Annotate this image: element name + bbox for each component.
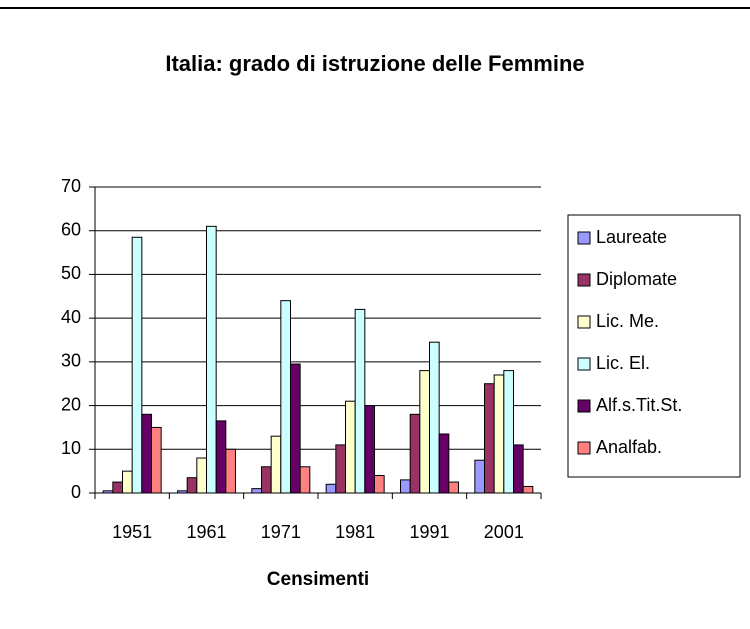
y-tick-label: 0 [71,482,81,502]
bar [448,481,459,494]
bar [225,448,236,494]
bar [251,488,263,494]
bar [141,413,152,494]
bar [177,490,188,494]
bar [429,341,440,494]
bar [503,370,514,494]
legend-label: Laureate [596,227,667,247]
bar [409,413,421,494]
bar [215,420,227,494]
bar [419,370,431,494]
bar [354,308,366,494]
bar [280,300,291,494]
bar [438,433,450,494]
bar [150,426,162,494]
bar [493,374,505,494]
bar [345,400,356,494]
legend-swatch [577,399,591,413]
y-tick-label: 70 [61,176,81,196]
bar [261,466,272,494]
chart-title: Italia: grado di istruzione delle Femmin… [165,51,585,76]
bar [522,485,534,494]
bar [299,466,311,494]
y-tick-label: 10 [61,438,81,458]
bar [400,479,411,494]
bar [474,459,486,494]
bar [196,457,208,494]
bar [206,225,217,494]
x-tick-label: 1971 [261,522,301,542]
legend-label: Diplomate [596,269,677,289]
bar [131,236,143,494]
bar [335,444,347,494]
bar [122,470,133,494]
x-axis-label: Censimenti [267,569,369,590]
y-tick-label: 30 [61,351,81,371]
y-tick-label: 60 [61,219,81,239]
legend-label: Analfab. [596,437,662,457]
legend-swatch [577,315,591,329]
bar [289,363,301,494]
bar [270,435,282,494]
legend-label: Lic. El. [596,353,650,373]
bar [373,475,385,494]
x-tick-label: 1991 [409,522,449,542]
legend-box [567,214,741,478]
legend-swatch [577,357,591,371]
legend-swatch [577,273,591,287]
bar [325,483,337,494]
legend-label: Lic. Me. [596,311,659,331]
legend-swatch [577,231,591,245]
y-tick-label: 20 [61,394,81,414]
y-tick-label: 40 [61,307,81,327]
bar [102,490,114,494]
bar [112,481,124,494]
x-tick-label: 2001 [484,522,524,542]
bar [484,383,495,494]
legend-label: Alf.s.Tit.St. [596,395,682,415]
x-tick-label: 1981 [335,522,375,542]
bar [186,477,198,494]
x-tick-label: 1961 [186,522,226,542]
y-tick-label: 50 [61,263,81,283]
bar [364,405,375,494]
x-tick-label: 1951 [112,522,152,542]
bar [512,444,524,494]
legend-swatch [577,441,591,455]
